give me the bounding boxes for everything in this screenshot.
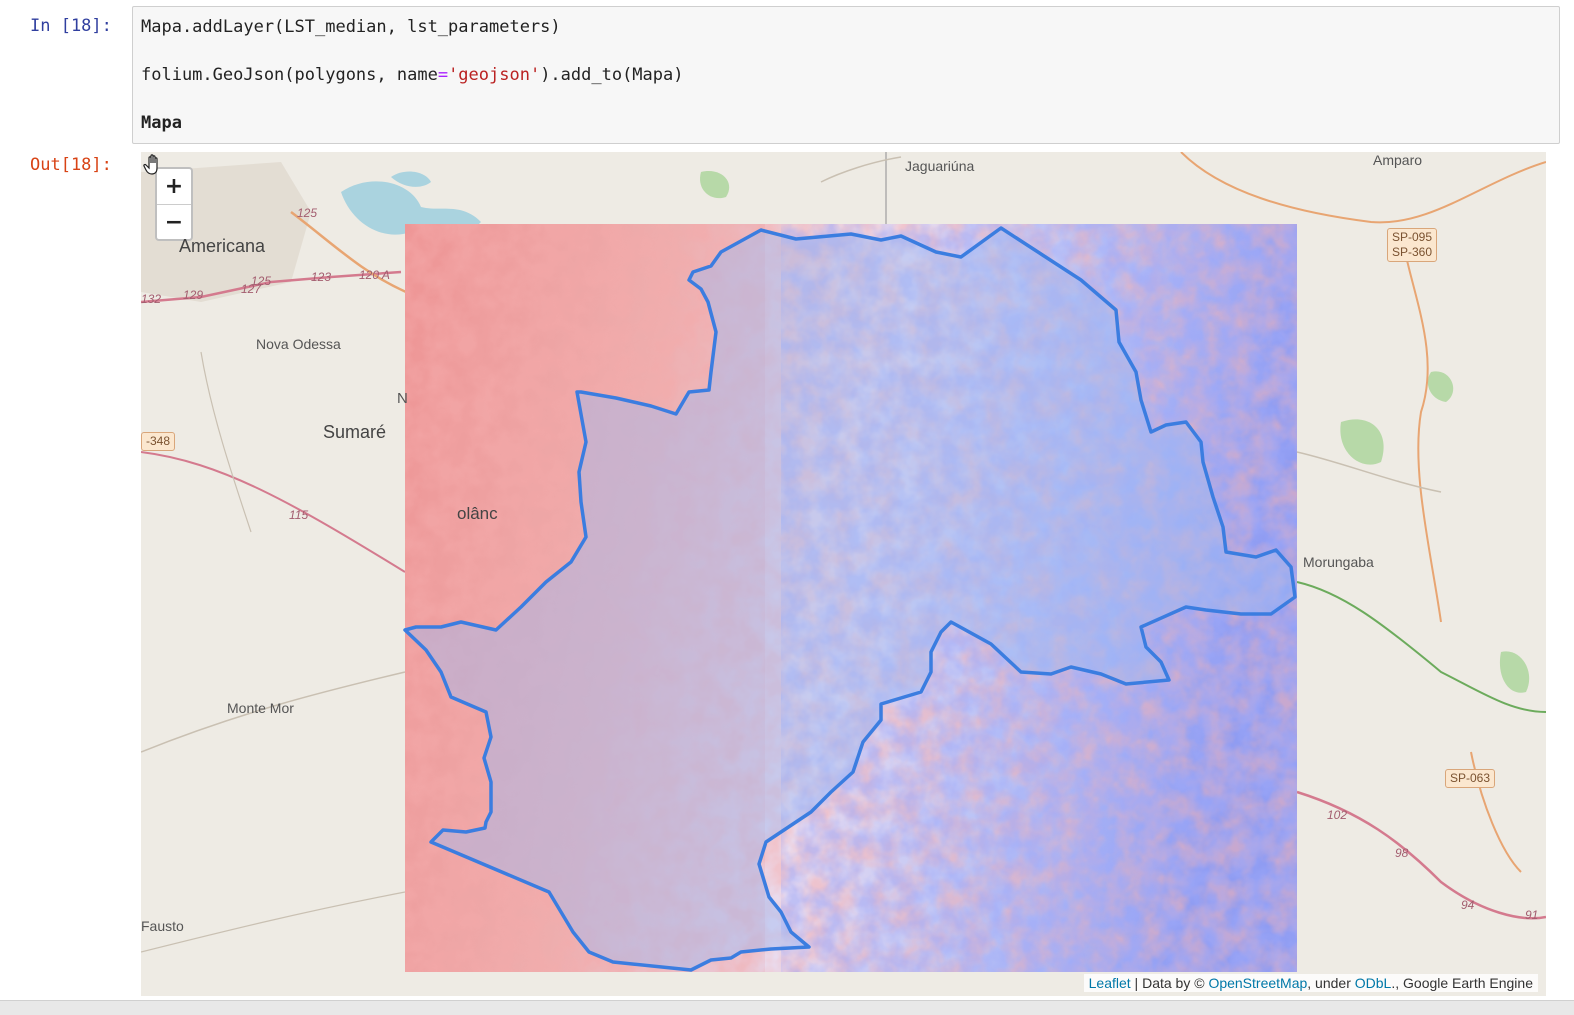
place-label-americana: Americana bbox=[179, 236, 266, 256]
place-label-monte-mor: Monte Mor bbox=[227, 700, 294, 716]
zoom-control: + − bbox=[155, 167, 193, 241]
road-number: 98 bbox=[1395, 846, 1409, 860]
place-label-fausto: Fausto bbox=[141, 918, 184, 934]
attribution-text-2: , under bbox=[1307, 975, 1355, 991]
road-number: 94 bbox=[1461, 898, 1475, 912]
leaflet-map[interactable]: + − Jaguariúna Amparo Americana Nova Ode… bbox=[141, 152, 1546, 996]
code-line-1: Mapa.addLayer(LST_median, lst_parameters… bbox=[141, 17, 561, 37]
input-prompt: In [18]: bbox=[30, 16, 112, 36]
input-cell[interactable]: In [18]: Mapa.addLayer(LST_median, lst_p… bbox=[0, 0, 1574, 150]
output-prompt: Out[18]: bbox=[30, 155, 112, 175]
road-badge-sp360: SP-360 bbox=[1392, 245, 1433, 259]
code-operator: = bbox=[437, 65, 449, 85]
road-number: 125 bbox=[297, 206, 318, 220]
leaflet-link[interactable]: Leaflet bbox=[1088, 975, 1131, 991]
road-number: 129 bbox=[183, 288, 204, 302]
code-line-2: folium.GeoJson(polygons, name='geojson')… bbox=[141, 65, 683, 85]
bottom-scrollbar[interactable] bbox=[0, 1000, 1574, 1015]
geojson-polygon[interactable] bbox=[403, 226, 1297, 972]
road-number: 125 bbox=[251, 274, 272, 288]
place-label-sumare: Sumaré bbox=[323, 422, 387, 442]
map-canvas bbox=[141, 152, 1546, 996]
road-badge-348: -348 bbox=[141, 432, 176, 451]
lst-raster-layer bbox=[405, 224, 1297, 972]
zoom-in-button[interactable]: + bbox=[157, 169, 191, 205]
hand-cursor-icon bbox=[143, 154, 158, 175]
place-label-nova-odessa: Nova Odessa bbox=[256, 336, 341, 352]
place-label-amparo: Amparo bbox=[1373, 152, 1423, 168]
road-badge-sp095: SP-095 bbox=[1392, 230, 1433, 244]
road-number: 120 A bbox=[359, 268, 390, 282]
road-number: 102 bbox=[1327, 808, 1348, 822]
openstreetmap-link[interactable]: OpenStreetMap bbox=[1208, 975, 1308, 991]
road-badge-sp063: SP-063 bbox=[1445, 769, 1496, 788]
code-line-2-part-b: ).add_to(Mapa) bbox=[540, 65, 684, 85]
zoom-out-button[interactable]: − bbox=[164, 210, 184, 235]
attribution-text-1: | Data by © bbox=[1130, 975, 1209, 991]
road-number: 127 bbox=[241, 282, 262, 296]
place-label-jaguariuna: Jaguariúna bbox=[905, 158, 975, 174]
place-label-partial-n: N bbox=[397, 390, 408, 407]
code-editor[interactable]: Mapa.addLayer(LST_median, lst_parameters… bbox=[132, 6, 1560, 144]
road-number: 123 bbox=[311, 270, 332, 284]
map-attribution: Leaflet | Data by © OpenStreetMap, under… bbox=[1083, 974, 1538, 992]
place-label-morungaba: Morungaba bbox=[1303, 554, 1374, 570]
road-number: 91 bbox=[1525, 908, 1539, 922]
odbl-link[interactable]: ODbL bbox=[1354, 975, 1392, 991]
code-string: 'geojson' bbox=[448, 65, 541, 85]
place-label-holambra: olânc bbox=[457, 504, 498, 523]
road-number: 132 bbox=[141, 292, 162, 306]
road-badge-sp095-sp360: SP-095 SP-360 bbox=[1387, 228, 1438, 262]
code-line-3: Mapa bbox=[141, 113, 182, 133]
attribution-text-3: ., Google Earth Engine bbox=[1391, 975, 1533, 991]
road-number: 115 bbox=[289, 508, 309, 522]
code-line-2-part-a: folium.GeoJson(polygons, name bbox=[141, 65, 438, 85]
